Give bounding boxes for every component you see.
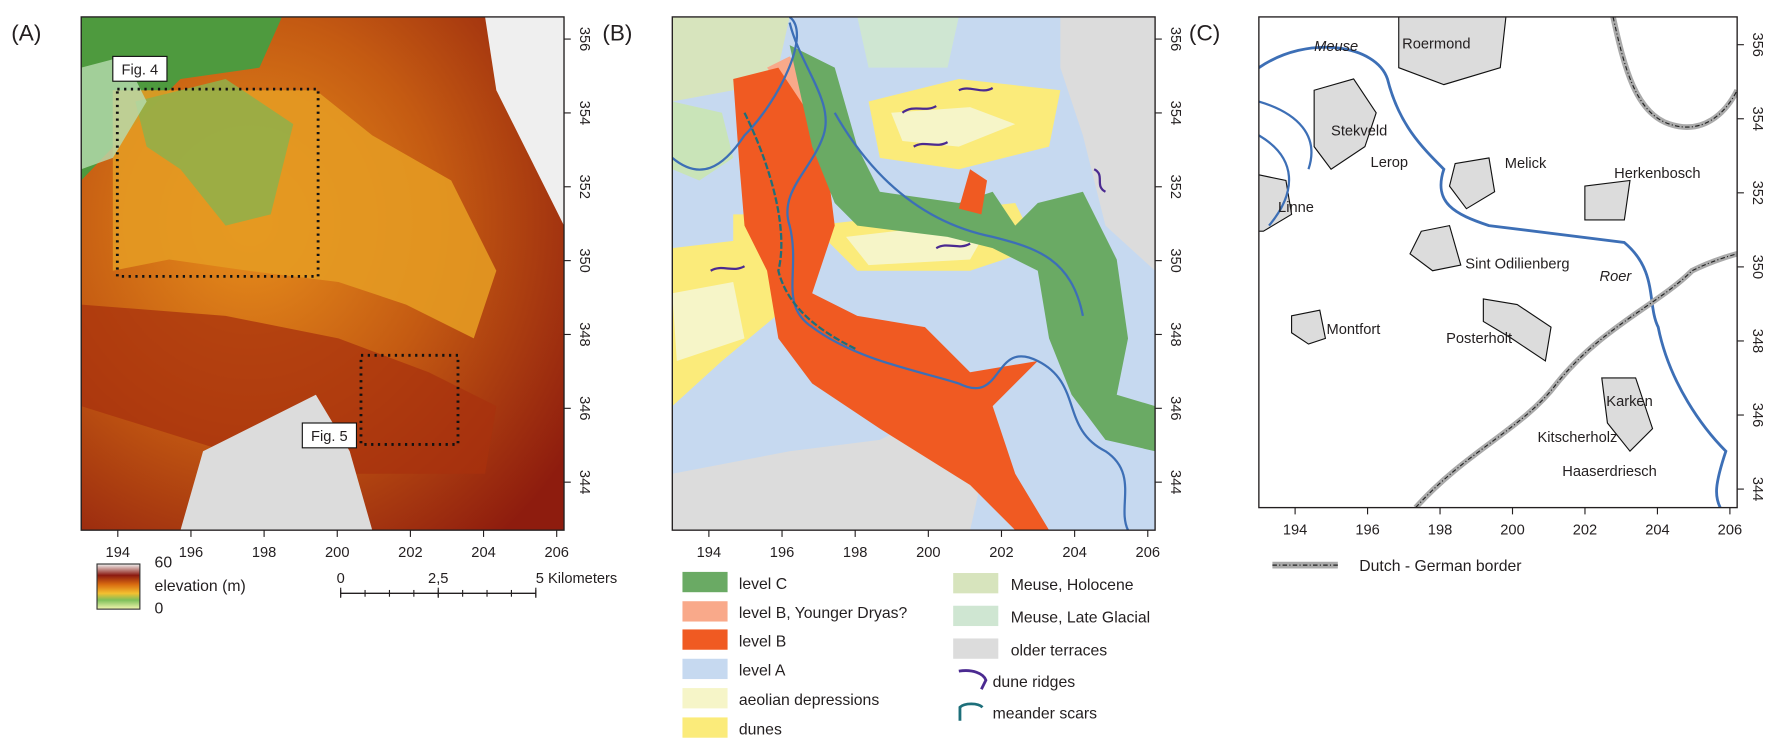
legend-min: 0	[155, 601, 164, 618]
y-tick-label: 348	[1167, 322, 1183, 346]
legend-label: Meuse, Late Glacial	[1011, 610, 1150, 627]
place-label: Meuse	[1314, 39, 1358, 55]
legend-swatch	[682, 659, 727, 679]
legend-label: level B	[739, 633, 786, 650]
elevation-ramp	[97, 564, 140, 609]
y-tick-label: 350	[1749, 255, 1765, 279]
x-tick-label: 198	[1428, 523, 1452, 539]
y-tick-label: 352	[576, 175, 592, 199]
place-label: Herkenbosch	[1614, 166, 1700, 182]
y-tick-label: 348	[576, 322, 592, 346]
place-label: Posterholt	[1446, 331, 1512, 347]
y-tick-label: 346	[1167, 396, 1183, 420]
legend-label: older terraces	[1011, 642, 1108, 659]
x-tick-label: 198	[843, 545, 867, 561]
y-tick-label: 344	[576, 470, 592, 494]
x-tick-label: 198	[252, 545, 276, 561]
panel-c-map: Meuse Roermond Stekveld Lerop Melick Her…	[1259, 17, 1737, 508]
x-tick-label: 204	[1645, 523, 1669, 539]
place-label: Roermond	[1402, 37, 1470, 53]
y-tick-label: 348	[1749, 329, 1765, 353]
panel-label: (C)	[1189, 21, 1220, 46]
x-tick-label: 204	[1062, 545, 1086, 561]
place-label: Karken	[1606, 394, 1652, 410]
legend-label: aeolian depressions	[739, 692, 879, 709]
x-tick-label: 206	[1718, 523, 1742, 539]
box-label: Fig. 4	[122, 62, 159, 78]
place-label: Lerop	[1371, 155, 1409, 171]
x-tick-label: 202	[989, 545, 1013, 561]
place-label: Sint Odilienberg	[1465, 256, 1569, 272]
y-tick-label: 356	[576, 27, 592, 51]
x-tick-label: 204	[471, 545, 495, 561]
legend-swatch	[953, 638, 998, 658]
scale-label: 0	[337, 571, 345, 587]
place-label: Linne	[1278, 200, 1314, 216]
x-tick-label: 196	[179, 545, 203, 561]
meander-swatch	[960, 704, 983, 721]
y-tick-label: 344	[1167, 470, 1183, 494]
y-tick-label: 346	[576, 396, 592, 420]
y-tick-label: 356	[1167, 27, 1183, 51]
dune-swatch	[959, 671, 986, 690]
legend-label: level A	[739, 663, 786, 680]
y-tick-label: 350	[1167, 248, 1183, 272]
x-tick-label: 202	[1573, 523, 1597, 539]
x-tick-label: 206	[544, 545, 568, 561]
legend-label: dunes	[739, 721, 782, 738]
legend-label: level C	[739, 576, 787, 593]
box-label: Fig. 5	[311, 429, 348, 445]
x-tick-label: 206	[1136, 545, 1160, 561]
y-tick-label: 354	[1167, 101, 1183, 125]
x-tick-label: 194	[1283, 523, 1307, 539]
legend-swatch	[682, 688, 727, 708]
legend-label: level B, Younger Dryas?	[739, 605, 908, 622]
scale-label: 5 Kilometers	[536, 571, 617, 587]
x-tick-label: 194	[106, 545, 130, 561]
y-tick-label: 350	[576, 248, 592, 272]
place-label: Melick	[1505, 156, 1547, 172]
legend-label: Meuse, Holocene	[1011, 577, 1134, 594]
place-label: Stekveld	[1331, 123, 1387, 139]
x-tick-label: 200	[1500, 523, 1524, 539]
legend-label: elevation (m)	[155, 578, 246, 595]
x-tick-label: 196	[1355, 523, 1379, 539]
y-tick-label: 346	[1749, 403, 1765, 427]
x-tick-label: 194	[697, 545, 721, 561]
x-tick-label: 196	[770, 545, 794, 561]
y-tick-label: 352	[1749, 181, 1765, 205]
figure: Fig. 4 Fig. 5 Meuse Roermond Stekveld Le…	[0, 0, 1771, 749]
place-label: Kitscherholz	[1537, 430, 1617, 446]
legend-max: 60	[155, 554, 173, 571]
legend-swatch	[682, 572, 727, 592]
x-tick-label: 200	[325, 545, 349, 561]
page: Fig. 4 Fig. 5 Meuse Roermond Stekveld Le…	[0, 0, 1771, 749]
legend-b: level C level B, Younger Dryas? level B lev…	[682, 572, 1150, 738]
panel-label: (A)	[11, 21, 41, 46]
scale-bar: 0 2,5 5 Kilometers	[337, 571, 618, 598]
legend-label: meander scars	[993, 706, 1097, 723]
x-tick-label: 202	[398, 545, 422, 561]
y-tick-label: 352	[1167, 175, 1183, 199]
legend-swatch	[953, 606, 998, 626]
legend-label: dune ridges	[993, 674, 1076, 691]
legend-swatch	[682, 717, 727, 737]
panel-label: (B)	[602, 21, 632, 46]
legend-swatch	[953, 573, 998, 593]
legend-swatch	[682, 629, 727, 649]
panel-b-map	[672, 17, 1155, 530]
y-tick-label: 344	[1749, 477, 1765, 501]
place-label: Haaserdriesch	[1562, 464, 1656, 480]
legend-c-label: Dutch - German border	[1359, 558, 1521, 575]
x-tick-label: 200	[916, 545, 940, 561]
place-label: Montfort	[1327, 322, 1381, 338]
panel-a-map: Fig. 4 Fig. 5	[81, 17, 564, 530]
scale-label: 2,5	[428, 571, 448, 587]
legend-swatch	[682, 601, 727, 621]
y-tick-label: 354	[576, 101, 592, 125]
y-tick-label: 354	[1749, 107, 1765, 131]
place-label: Roer	[1600, 269, 1633, 285]
y-tick-label: 356	[1749, 32, 1765, 56]
